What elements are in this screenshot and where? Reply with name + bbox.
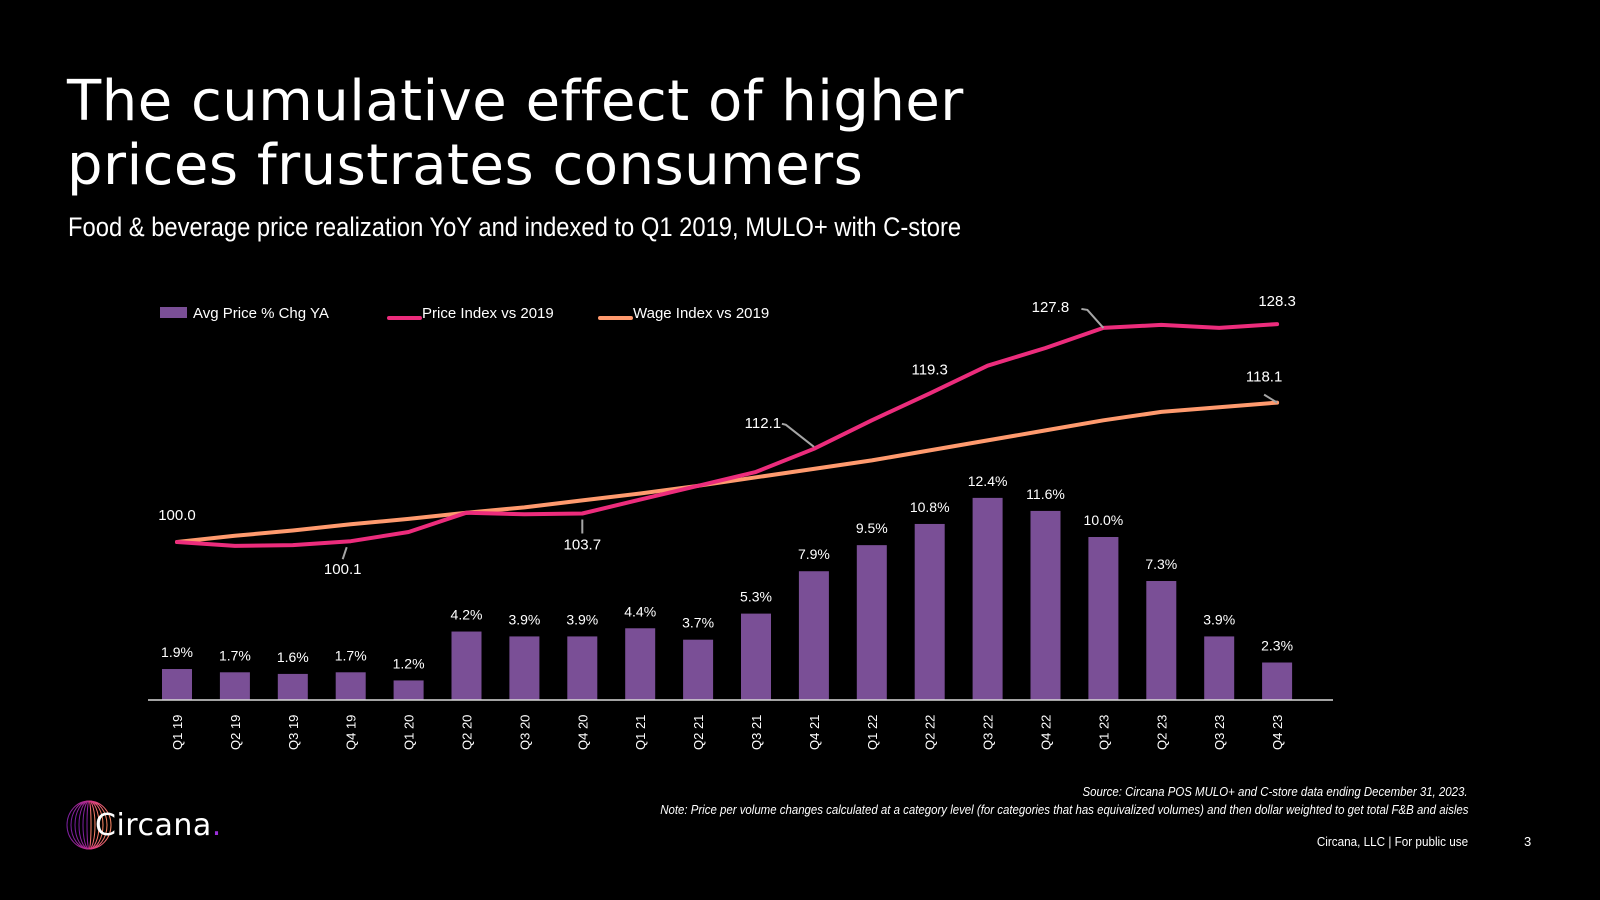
title-line-1: The cumulative effect of higher (67, 69, 964, 134)
footer-text: Circana, LLC | For public use (1316, 834, 1468, 849)
legend-label-wage: Wage Index vs 2019 (633, 305, 769, 322)
slide-subtitle: Food & beverage price realization YoY an… (68, 212, 962, 242)
x-tick-label: Q1 21 (633, 715, 648, 750)
line-series (175, 322, 1280, 548)
bar-q4-23 (1262, 662, 1293, 700)
bar-label: 10.0% (1084, 512, 1124, 528)
price-index-line (175, 322, 1280, 548)
legend-label-bar: Avg Price % Chg YA (193, 305, 329, 322)
bar-q3-19 (277, 673, 308, 700)
bar-q4-21 (798, 571, 829, 700)
bar-q3-20 (509, 636, 540, 700)
x-tick-label: Q2 23 (1154, 715, 1169, 750)
chart-legend: Avg Price % Chg YA Price Index vs 2019 Wag… (160, 305, 769, 322)
bar-q3-22 (972, 497, 1003, 700)
bar-label: 5.3% (740, 589, 772, 605)
bar-label: 3.9% (566, 611, 598, 627)
slide-title: The cumulative effect of higher prices f… (67, 70, 964, 198)
logo-dot: . (211, 807, 222, 843)
bar-label: 3.7% (682, 615, 714, 631)
legend-label-price: Price Index vs 2019 (422, 305, 554, 322)
source-text: Source: Circana POS MULO+ and C-store da… (1082, 784, 1468, 799)
bar-label: 4.2% (451, 607, 483, 623)
bar-q2-19 (219, 672, 250, 700)
bar-label: 11.6% (1026, 486, 1065, 502)
bar-q1-22 (856, 545, 887, 700)
bar-labels: 1.9% 1.7% 1.6% 1.7% 1.2% 4.2% 3.9% 3.9% 4.4% 3.7%… (161, 473, 1293, 672)
bar-q1-23 (1088, 537, 1119, 700)
x-tick-label: Q2 19 (228, 715, 243, 750)
bar-label: 12.4% (968, 473, 1008, 489)
x-tick-label: Q4 20 (575, 715, 590, 750)
x-tick-label: Q2 22 (923, 715, 938, 750)
x-tick-label: Q1 20 (402, 715, 417, 750)
x-tick-label: Q1 19 (170, 715, 185, 750)
circana-logo: Circana. (65, 800, 222, 850)
wage-index-annotation-leader (1263, 393, 1278, 404)
bar-q2-20 (451, 631, 482, 700)
bar-label: 1.7% (335, 647, 367, 663)
bar-q4-22 (1030, 510, 1061, 700)
bar-label: 4.4% (624, 603, 656, 619)
x-tick-label: Q3 20 (517, 715, 532, 750)
logo-word: Circana (95, 807, 212, 843)
circana-logo-icon (66, 800, 112, 850)
bar-label: 7.9% (798, 546, 830, 562)
bar-label: 2.3% (1261, 638, 1293, 654)
x-tick-label: Q4 23 (1270, 715, 1285, 750)
x-tick-label: Q4 19 (344, 715, 359, 750)
legend-swatch-bar (160, 307, 187, 318)
bar-q1-19 (162, 669, 192, 700)
x-tick-label: Q2 20 (460, 715, 475, 750)
price-index-annotation-label: 100.1 (324, 561, 362, 578)
bar-q2-22 (914, 523, 945, 700)
page-number: 3 (1524, 834, 1532, 849)
bar-q4-20 (567, 636, 598, 700)
price-index-annotation-label: 127.8 (1032, 299, 1070, 316)
note-text: Note: Price per volume changes calculate… (659, 802, 1468, 817)
bar-q2-23 (1146, 581, 1177, 700)
bar-q1-20 (393, 680, 424, 700)
wage-index-annotation-label: 118.1 (1246, 369, 1282, 386)
bar-label: 1.7% (219, 647, 251, 663)
bar-label: 7.3% (1145, 556, 1177, 572)
price-index-annotation-label: 119.3 (911, 361, 947, 378)
line-annotations: 100.0 100.1 103.7 112.1 119.3 127.8 128.3 118.1 (158, 293, 1296, 578)
bar-label: 1.6% (277, 649, 309, 665)
price-index-annotation-label: 100.0 (158, 507, 196, 524)
bar-label: 1.2% (393, 655, 425, 671)
x-tick-label: Q4 22 (1039, 715, 1054, 750)
bar-label: 3.9% (1203, 611, 1235, 627)
price-index-annotation-leader (1081, 307, 1105, 329)
bar-q2-21 (683, 639, 714, 700)
bar-label: 10.8% (910, 499, 950, 515)
circana-logo-text: Circana. (95, 808, 222, 843)
x-tick-label: Q3 21 (749, 715, 764, 750)
bar-q4-19 (335, 672, 366, 700)
price-index-annotation-leader (781, 422, 815, 448)
bar-q1-21 (625, 628, 656, 700)
x-tick-label: Q3 23 (1212, 715, 1227, 750)
x-tick-label: Q1 23 (1096, 715, 1111, 750)
bar-q3-23 (1204, 636, 1235, 700)
bar-label: 9.5% (856, 520, 888, 536)
price-index-annotation-leader (341, 546, 348, 560)
x-tick-label: Q1 22 (865, 715, 880, 750)
bar-series (162, 497, 1293, 700)
x-tick-label: Q3 22 (981, 715, 996, 750)
x-axis: Q1 19 Q2 19 Q3 19 Q4 19 Q1 20 Q2 20 Q3 20 Q4 20… (148, 699, 1333, 750)
price-index-annotation-label: 128.3 (1258, 293, 1296, 310)
title-line-2: prices frustrates consumers (67, 133, 864, 198)
x-tick-label: Q3 19 (286, 715, 301, 750)
bar-label: 1.9% (161, 644, 193, 660)
price-index-annotation-label: 112.1 (745, 415, 781, 432)
wage-index-line (175, 400, 1280, 544)
bar-label: 3.9% (508, 611, 540, 627)
bar-q3-21 (741, 613, 771, 700)
price-index-annotation-label: 103.7 (564, 537, 602, 554)
x-tick-label: Q4 21 (807, 715, 822, 750)
x-tick-label: Q2 21 (691, 715, 706, 750)
